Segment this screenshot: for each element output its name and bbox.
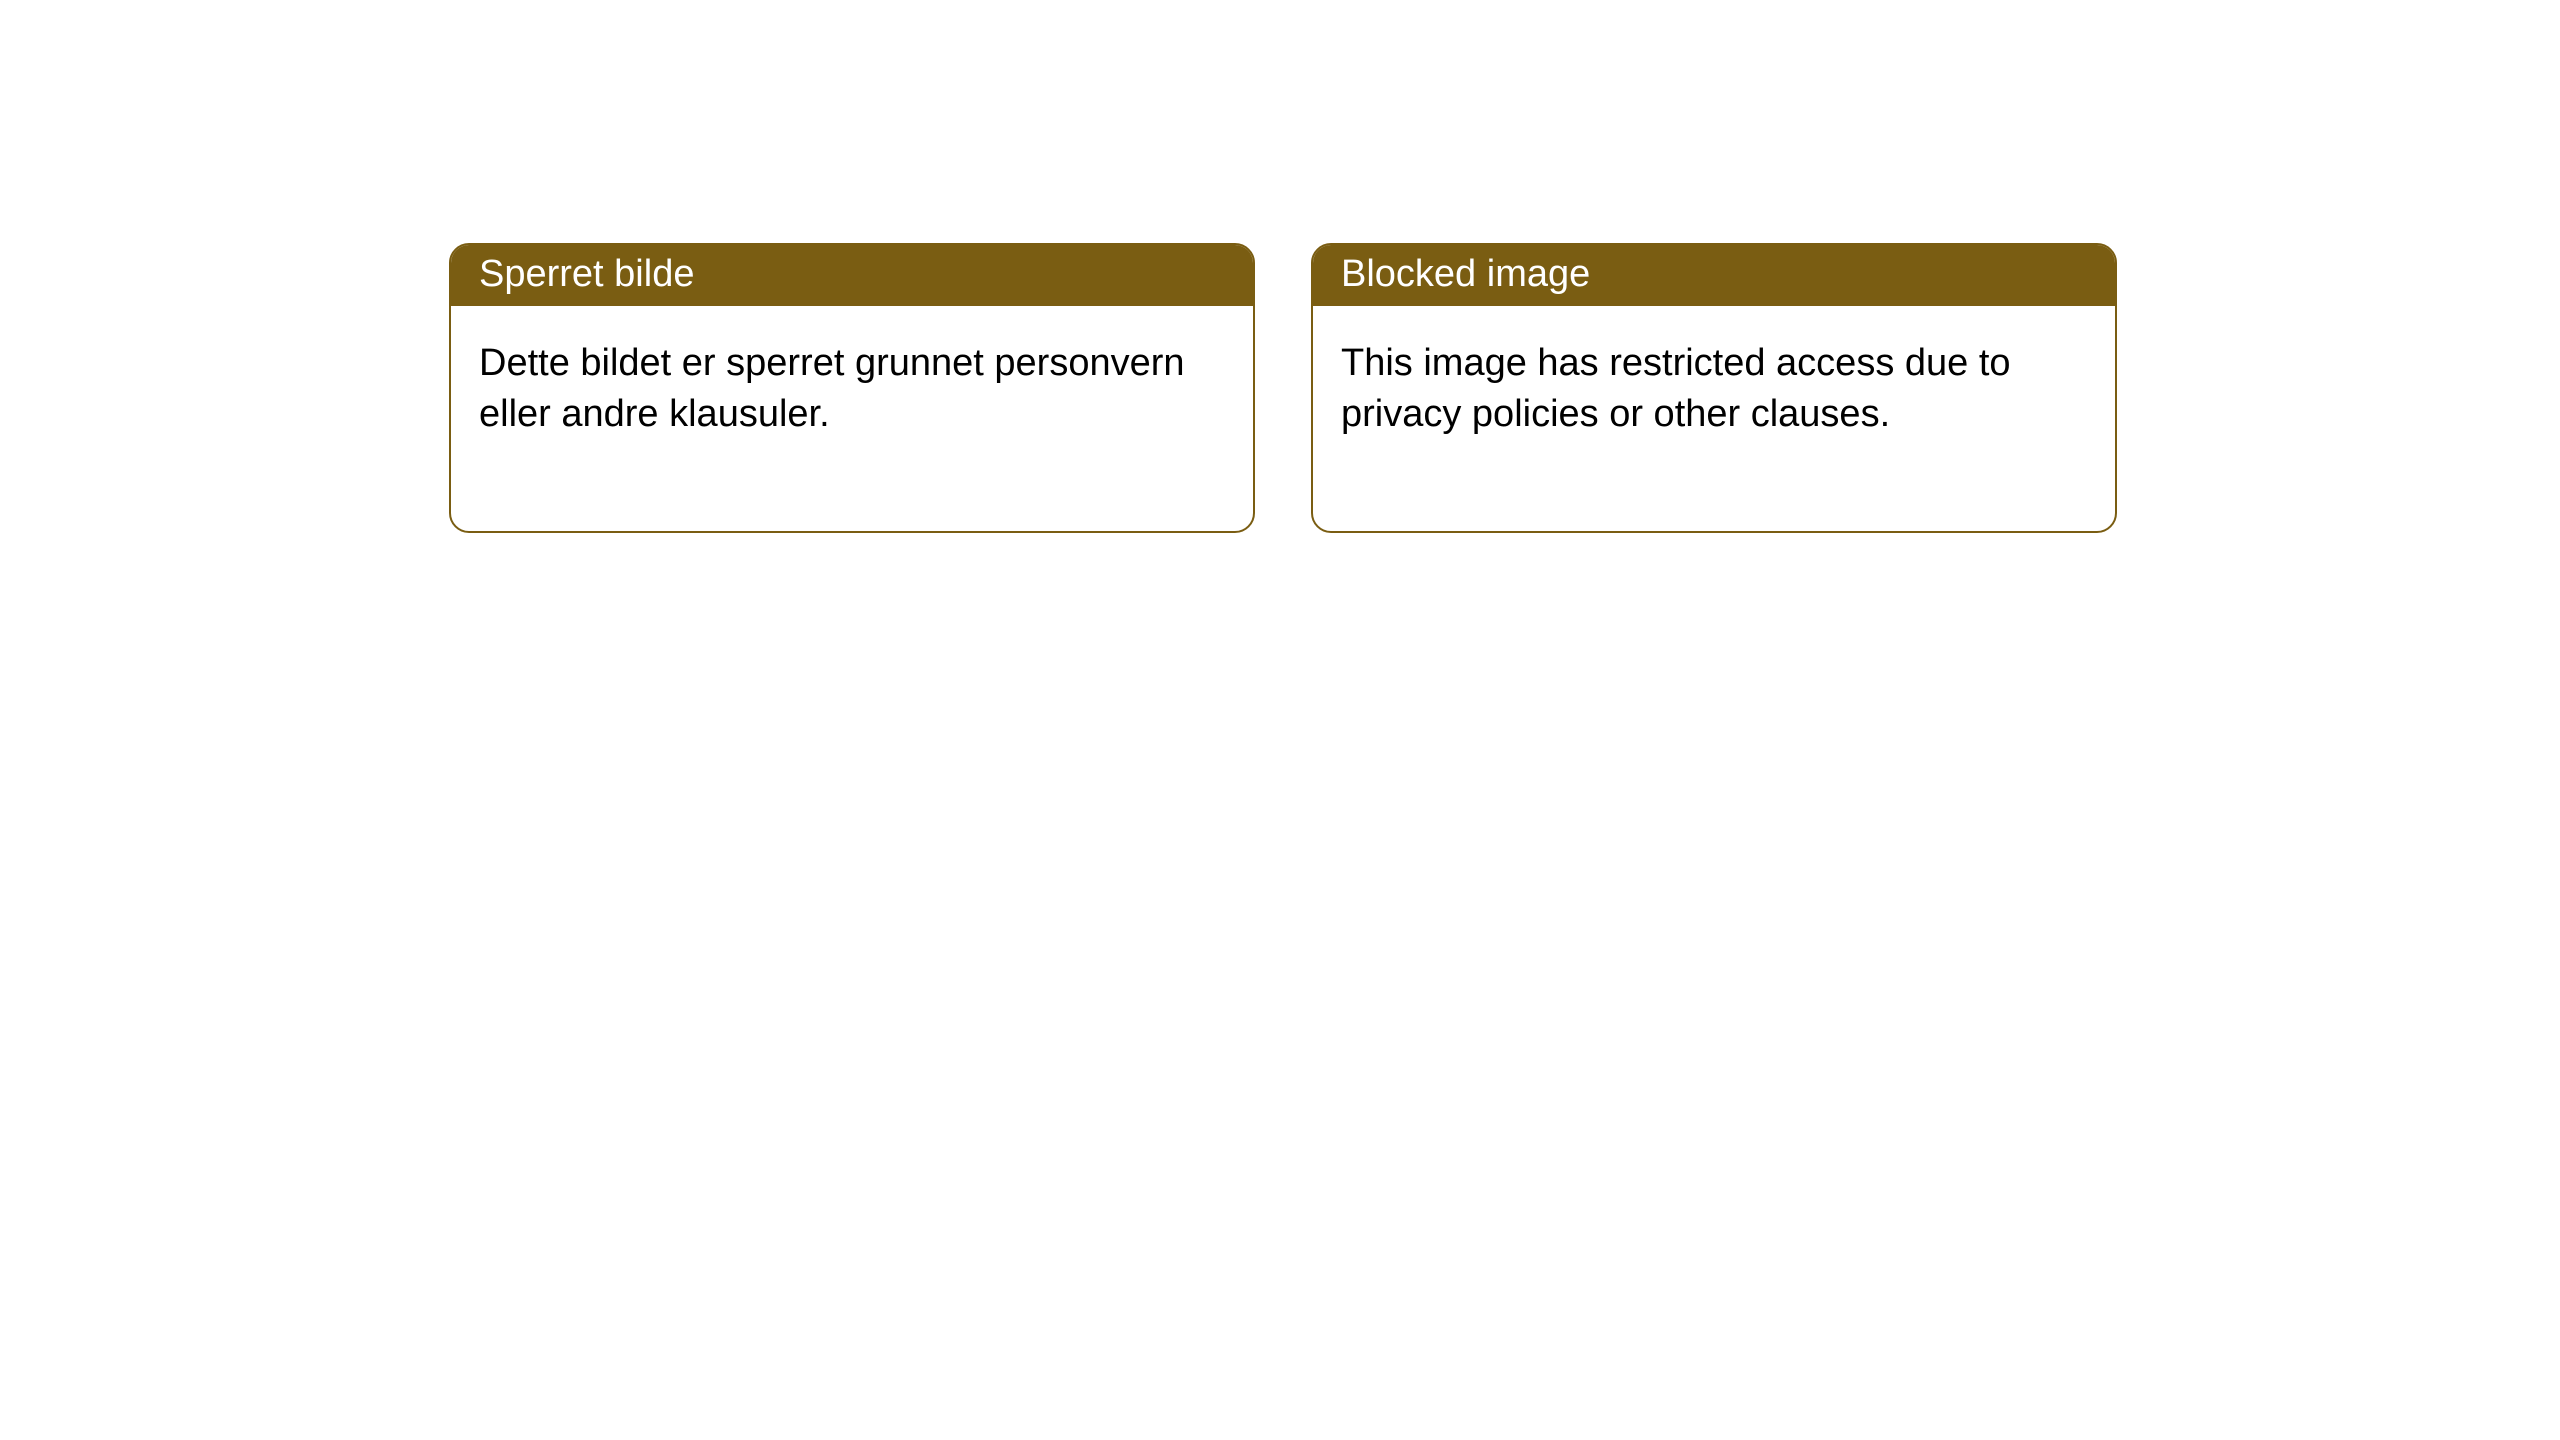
- notice-card-norwegian: Sperret bilde Dette bildet er sperret gr…: [449, 243, 1255, 533]
- notice-body-norwegian: Dette bildet er sperret grunnet personve…: [451, 306, 1253, 531]
- notice-title-english: Blocked image: [1313, 245, 2115, 306]
- notice-title-norwegian: Sperret bilde: [451, 245, 1253, 306]
- notice-body-english: This image has restricted access due to …: [1313, 306, 2115, 531]
- notice-card-english: Blocked image This image has restricted …: [1311, 243, 2117, 533]
- notice-container: Sperret bilde Dette bildet er sperret gr…: [0, 0, 2560, 533]
